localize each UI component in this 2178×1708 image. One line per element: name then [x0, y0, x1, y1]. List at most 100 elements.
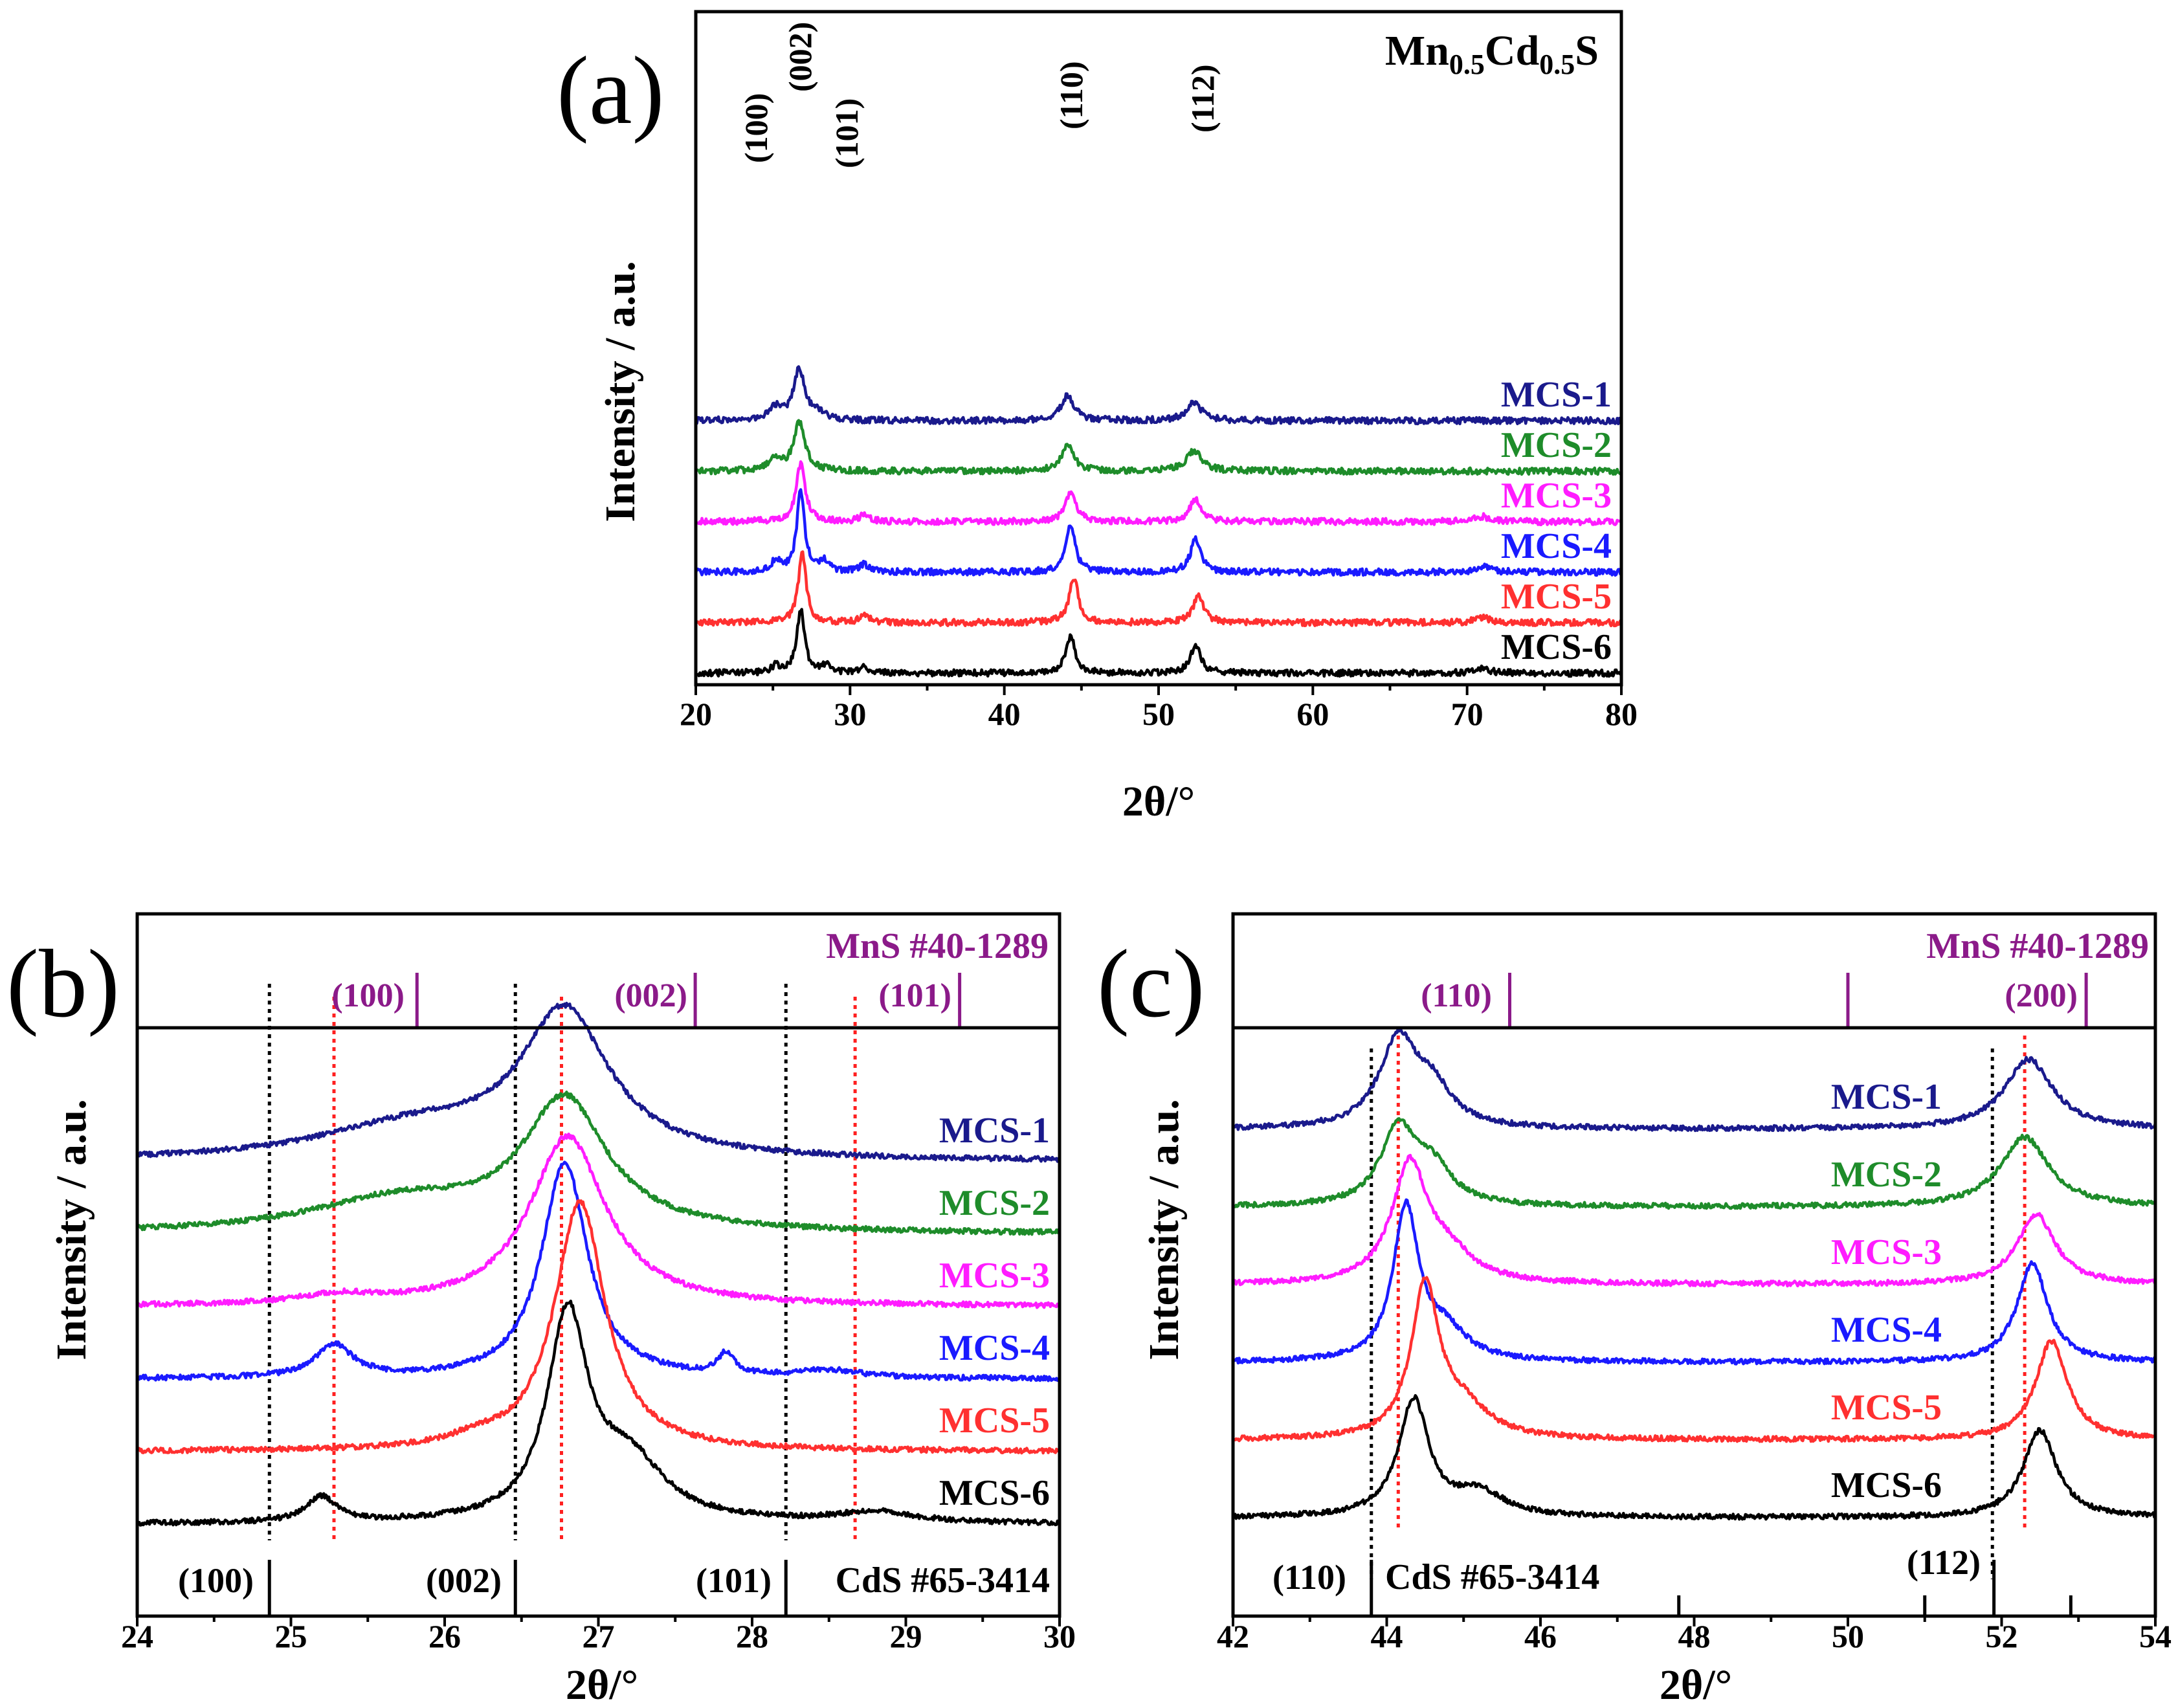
- x-tick-label: 52: [1986, 1618, 2018, 1654]
- cds-hkl-100: (100): [178, 1561, 254, 1600]
- panel-b-ylabel: Intensity / a.u.: [48, 1099, 95, 1360]
- panel-b-x-ticks: 24 25 26 27 28 29 30: [121, 1616, 1076, 1654]
- series-label-mcs-1: MCS-1: [1501, 375, 1612, 415]
- x-tick-label: 54: [2139, 1618, 2172, 1654]
- cds-hkl-110: (110): [1272, 1558, 1346, 1597]
- panel-c-frame: [1231, 912, 2157, 1618]
- panel-b-letter: (b): [6, 930, 120, 1037]
- x-tick-label: 29: [890, 1618, 922, 1654]
- cds-hkl-112: (112): [1907, 1543, 1981, 1582]
- panel-a-xlabel: 2θ/°: [1122, 778, 1195, 825]
- trace-mcs-3: [136, 1132, 1061, 1309]
- panel-b-reference-sticks: [267, 973, 962, 1616]
- series-label-mcs-3: MCS-3: [1501, 476, 1612, 516]
- compound-mn: Mn: [1385, 27, 1449, 74]
- trace-mcs-1: [694, 365, 1623, 426]
- panel-c-xlabel: 2θ/°: [1660, 1661, 1732, 1708]
- panel-b-series-labels: MCS-1 MCS-2 MCS-3 MCS-4 MCS-5 MCS-6: [939, 1111, 1050, 1513]
- trace-mcs-5: [1232, 1276, 2156, 1443]
- panel-b-cds-ref: CdS #65-3414: [836, 1560, 1050, 1601]
- x-tick-label: 46: [1524, 1618, 1557, 1654]
- panel-b-mns-ref: MnS #40-1289: [826, 926, 1049, 966]
- x-tick-label: 20: [680, 696, 712, 732]
- mns-hkl-200: (200): [2005, 977, 2078, 1014]
- x-tick-label: 80: [1605, 696, 1638, 732]
- panel-b-frame: [135, 912, 1061, 1618]
- x-tick-label: 42: [1217, 1618, 1249, 1654]
- trace-mcs-6: [695, 608, 1623, 678]
- panel-b-traces: [135, 1001, 1061, 1527]
- series-label-mcs-2: MCS-2: [939, 1183, 1050, 1223]
- x-tick-label: 27: [583, 1618, 615, 1654]
- x-tick-label: 50: [1832, 1618, 1864, 1654]
- panel-c-mns-ref: MnS #40-1289: [1926, 926, 2149, 966]
- x-tick-label: 70: [1451, 696, 1483, 732]
- series-label-mcs-4: MCS-4: [1501, 526, 1612, 566]
- panel-b-mns-hkl: (100) (002) (101): [331, 977, 951, 1014]
- x-tick-label: 26: [428, 1618, 461, 1654]
- panel-c: (c) Intensity / a.u. 2θ/° MnS #40-1289 C…: [1097, 912, 2172, 1708]
- compound-sub-mn: 0.5: [1449, 49, 1485, 80]
- mns-hkl-002: (002): [614, 977, 687, 1014]
- series-label-mcs-5: MCS-5: [1831, 1388, 1942, 1428]
- panel-c-x-ticks: 42 44 46 48 50 52 54: [1217, 1616, 2172, 1654]
- trace-mcs-4: [694, 488, 1623, 577]
- series-label-mcs-5: MCS-5: [1501, 577, 1612, 617]
- x-tick-label: 30: [834, 696, 866, 732]
- trace-mcs-5: [695, 550, 1623, 628]
- peak-label-100: (100): [738, 93, 774, 163]
- x-tick-label: 60: [1296, 696, 1329, 732]
- peak-label-002: (002): [782, 22, 818, 92]
- mns-hkl-100: (100): [331, 977, 405, 1014]
- trace-mcs-1: [1232, 1027, 2157, 1133]
- trace-mcs-3: [695, 460, 1623, 527]
- panel-a-traces: [694, 365, 1623, 678]
- x-tick-label: 25: [275, 1618, 307, 1654]
- panel-c-traces: [1232, 1027, 2157, 1521]
- peak-label-110: (110): [1053, 61, 1089, 129]
- trace-mcs-2: [137, 1091, 1061, 1236]
- peak-label-101: (101): [828, 98, 865, 168]
- mns-hkl-110: (110): [1421, 977, 1492, 1014]
- compound-sub-cd: 0.5: [1539, 49, 1575, 80]
- panel-c-letter: (c): [1097, 930, 1205, 1037]
- cds-hkl-101: (101): [696, 1561, 772, 1600]
- panel-a-peak-labels: (100) (002) (101) (110) (112): [738, 22, 1221, 168]
- series-label-mcs-5: MCS-5: [939, 1401, 1050, 1441]
- series-label-mcs-6: MCS-6: [1831, 1465, 1942, 1505]
- cds-hkl-002: (002): [426, 1561, 502, 1600]
- series-label-mcs-4: MCS-4: [939, 1328, 1050, 1368]
- x-tick-label: 44: [1371, 1618, 1403, 1654]
- peak-label-112: (112): [1184, 64, 1221, 133]
- trace-mcs-6: [1232, 1393, 2157, 1521]
- panel-c-cds-hkl: (110) (112): [1272, 1543, 1981, 1597]
- panel-a-x-ticks: 20 30 40 50 60 70 80: [680, 685, 1638, 732]
- series-label-mcs-4: MCS-4: [1831, 1310, 1942, 1350]
- series-label-mcs-2: MCS-2: [1501, 425, 1612, 465]
- panel-a-letter: (a): [557, 37, 664, 144]
- mns-hkl-101: (101): [878, 977, 951, 1014]
- series-label-mcs-3: MCS-3: [1831, 1232, 1942, 1272]
- compound-s: S: [1575, 27, 1599, 74]
- trace-mcs-2: [1232, 1117, 2157, 1210]
- panel-c-series-labels: MCS-1 MCS-2 MCS-3 MCS-4 MCS-5 MCS-6: [1831, 1077, 1942, 1505]
- x-tick-label: 28: [736, 1618, 768, 1654]
- trace-mcs-4: [135, 1160, 1061, 1382]
- panel-a-frame: [694, 10, 1623, 687]
- compound-cd: Cd: [1485, 27, 1539, 74]
- trace-mcs-4: [1232, 1198, 2157, 1366]
- x-tick-label: 40: [988, 696, 1021, 732]
- panel-b-cds-hkl: (100) (002) (101): [178, 1561, 772, 1600]
- panel-a-compound-title: Mn0.5Cd0.5S: [1385, 27, 1599, 80]
- panel-b: (b) Intensity / a.u. 2θ/° MnS #40-1289 C…: [6, 912, 1076, 1708]
- panel-c-reference-sticks: [1370, 973, 2088, 1616]
- trace-mcs-1: [135, 1001, 1061, 1163]
- panel-a-series-labels: MCS-1 MCS-2 MCS-3 MCS-4 MCS-5 MCS-6: [1501, 375, 1612, 667]
- panel-a-ylabel: Intensity / a.u.: [597, 261, 644, 522]
- trace-mcs-2: [695, 419, 1622, 476]
- series-label-mcs-6: MCS-6: [1501, 627, 1612, 667]
- series-label-mcs-3: MCS-3: [939, 1256, 1050, 1296]
- panel-c-cds-ref: CdS #65-3414: [1385, 1557, 1599, 1597]
- x-tick-label: 30: [1043, 1618, 1076, 1654]
